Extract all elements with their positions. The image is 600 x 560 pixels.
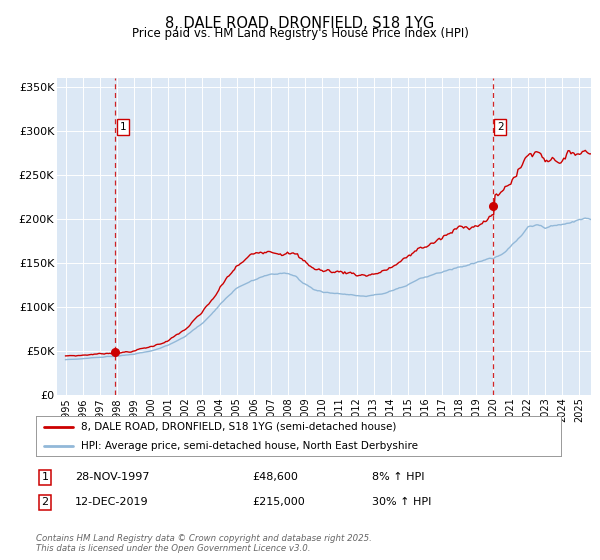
Text: HPI: Average price, semi-detached house, North East Derbyshire: HPI: Average price, semi-detached house,… (80, 441, 418, 450)
Text: 8, DALE ROAD, DRONFIELD, S18 1YG: 8, DALE ROAD, DRONFIELD, S18 1YG (166, 16, 434, 31)
Text: Price paid vs. HM Land Registry's House Price Index (HPI): Price paid vs. HM Land Registry's House … (131, 27, 469, 40)
Text: 8% ↑ HPI: 8% ↑ HPI (372, 472, 425, 482)
Text: 30% ↑ HPI: 30% ↑ HPI (372, 497, 431, 507)
Text: 2: 2 (497, 122, 503, 132)
Text: Contains HM Land Registry data © Crown copyright and database right 2025.
This d: Contains HM Land Registry data © Crown c… (36, 534, 372, 553)
Text: 1: 1 (119, 122, 126, 132)
Text: £48,600: £48,600 (252, 472, 298, 482)
Text: 28-NOV-1997: 28-NOV-1997 (75, 472, 149, 482)
Text: 2: 2 (41, 497, 49, 507)
Text: 8, DALE ROAD, DRONFIELD, S18 1YG (semi-detached house): 8, DALE ROAD, DRONFIELD, S18 1YG (semi-d… (80, 422, 396, 432)
Text: 1: 1 (41, 472, 49, 482)
Text: £215,000: £215,000 (252, 497, 305, 507)
Text: 12-DEC-2019: 12-DEC-2019 (75, 497, 149, 507)
